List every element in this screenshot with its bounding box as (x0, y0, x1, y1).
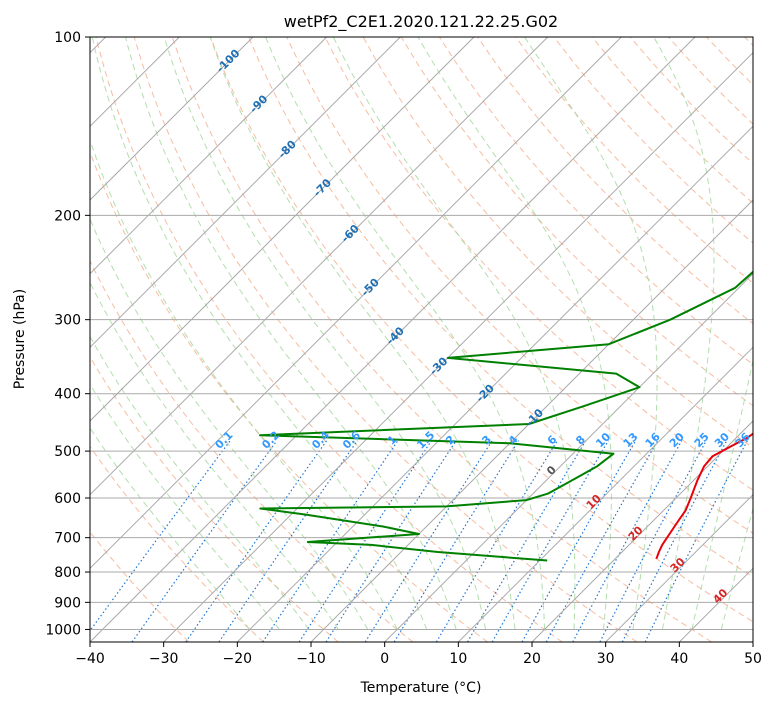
plot-frame (89, 36, 754, 643)
mixing-ratio-line (435, 440, 558, 642)
dry-adiabat-line (171, 37, 712, 642)
isotherm-line (90, 37, 622, 570)
isotherm-line (531, 420, 753, 642)
x-tick-label: 50 (744, 651, 762, 667)
mixing-ratio-line (545, 440, 659, 642)
profile-series (259, 270, 753, 562)
moist-adiabat-line (90, 335, 310, 630)
isotherm-line (605, 493, 753, 642)
background-lines (90, 37, 753, 642)
moist-adiabat-line (417, 37, 612, 630)
y-tick-label: 600 (54, 491, 81, 507)
isotherm-line (752, 641, 753, 642)
mixing-ratio-line (325, 440, 457, 642)
moist-adiabat-line (524, 37, 658, 630)
mixing-ratio-line (185, 440, 328, 642)
y-tick-label: 900 (54, 595, 81, 611)
mixing-ratio-line (262, 440, 399, 642)
y-tick-label: 500 (54, 444, 81, 460)
temperature-series-line (655, 432, 753, 560)
mixing-ratio-line (298, 440, 432, 642)
axes: −40 −30 −20 −10 0 10 20 30 40 50 100 200 300 400 500 60… (45, 30, 762, 667)
moist-adiabat-line (720, 506, 753, 630)
x-tick-label: −10 (296, 651, 326, 667)
mixing-ratio-line (364, 440, 493, 642)
y-axis-label: Pressure (hPa) (12, 289, 28, 389)
isotherm-line (90, 37, 254, 201)
isotherm-line (236, 125, 753, 642)
isotherm-line (90, 37, 696, 642)
dry-adiabat-line (515, 37, 753, 284)
moist-adiabat-line (90, 217, 369, 630)
y-tick-label: 300 (54, 313, 81, 329)
mixing-ratio-line (131, 440, 278, 642)
dry-adiabat-line (324, 37, 753, 491)
isotherm-line (90, 37, 549, 496)
dry-adiabat-line (90, 259, 414, 642)
dry-adiabat-line (90, 445, 264, 642)
mixing-ratio-line (491, 440, 609, 642)
mixing-ratio-line (521, 440, 637, 642)
mixing-ratio-line (572, 440, 683, 642)
y-tick-label: 1000 (45, 622, 81, 638)
moist-adiabat-line (265, 37, 546, 630)
x-tick-label: −40 (75, 651, 105, 667)
isotherm-line (457, 346, 753, 642)
y-tick-label: 100 (54, 30, 81, 46)
moist-adiabat-line (653, 37, 715, 630)
plot-area (90, 37, 753, 642)
moist-adiabat-line (691, 358, 753, 630)
isotherm-line (90, 37, 328, 275)
mixing-ratio-line (466, 440, 587, 642)
x-tick-label: 0 (380, 651, 389, 667)
isotherm-line (310, 199, 753, 642)
isotherm-line (90, 37, 475, 422)
moist-adiabat-line (163, 37, 487, 630)
moist-adiabat-line (91, 37, 428, 630)
mixing-ratio-line (644, 440, 748, 642)
dry-adiabat-line (90, 356, 339, 642)
dry-adiabat-line (286, 37, 753, 534)
mixing-ratio-line (90, 440, 231, 632)
dewpoint-series-line (259, 270, 753, 562)
moist-adiabat-line (125, 37, 457, 630)
isotherm-line (163, 51, 753, 642)
moist-adiabat-line (90, 281, 339, 630)
x-axis-label: Temperature (°C) (360, 680, 482, 696)
y-tick-label: 700 (54, 531, 81, 547)
moist-adiabat-line (90, 383, 280, 630)
dry-adiabat-line (248, 37, 753, 578)
x-tick-label: 20 (523, 651, 541, 667)
moist-adiabat-line (90, 138, 398, 630)
x-tick-label: 10 (449, 651, 467, 667)
y-tick-label: 800 (54, 565, 81, 581)
y-tick-label: 400 (54, 387, 81, 403)
x-tick-label: −20 (223, 651, 253, 667)
x-tick-label: 40 (670, 651, 688, 667)
dry-adiabat-line (95, 37, 563, 642)
y-tick-label: 200 (54, 208, 81, 224)
isotherm-line (90, 37, 401, 349)
isotherm-line (384, 272, 753, 642)
pressure-gridlines (90, 37, 753, 630)
plot-background (90, 37, 753, 642)
chart-title: wetPf2_C2E1.2020.121.22.25.G02 (284, 12, 558, 32)
x-tick-label: −30 (149, 651, 179, 667)
x-tick-label: 30 (597, 651, 615, 667)
moist-adiabat-line (90, 427, 251, 630)
moist-adiabat-line (209, 37, 516, 630)
